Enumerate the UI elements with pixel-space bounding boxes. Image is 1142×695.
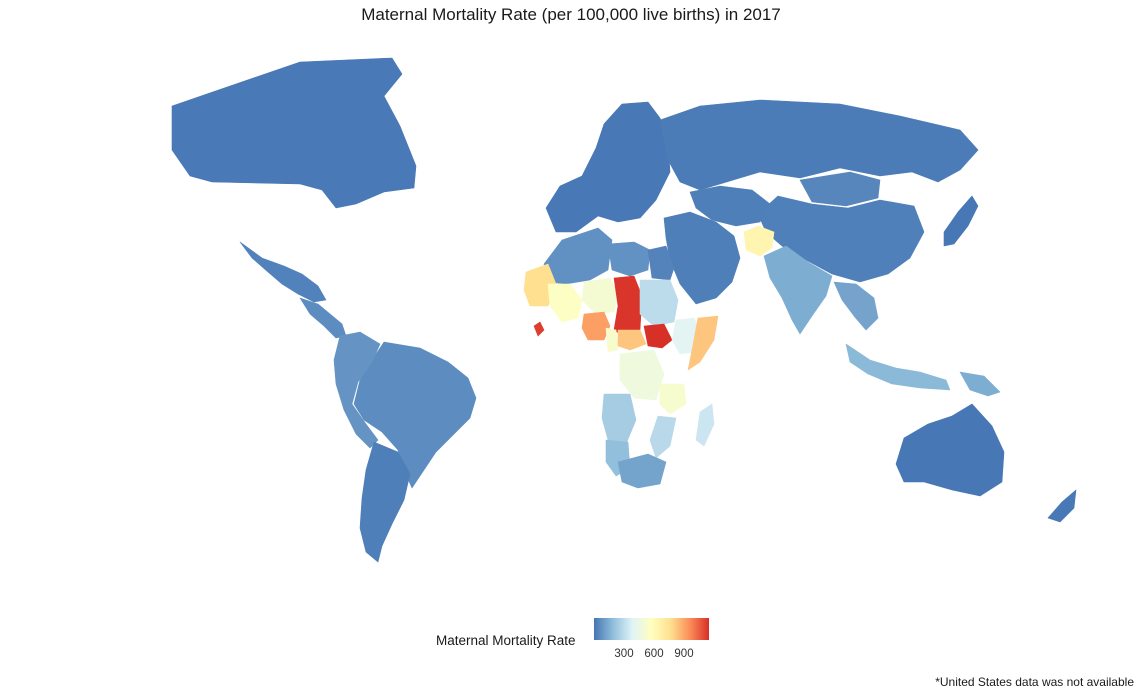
legend-tick-600: 600 <box>644 648 664 660</box>
region-australia: Australia <box>895 403 1005 497</box>
region-southeast-asia: Southeast Asia <box>833 281 879 331</box>
legend: Maternal Mortality Rate 300 600 900 <box>436 618 726 664</box>
legend-tick-900: 900 <box>674 648 694 660</box>
region-mozambique: Mozambique <box>649 415 677 459</box>
region-mauritania: Mauritania <box>523 263 557 307</box>
region-cameroon: Cameroon <box>605 327 619 353</box>
region-southern-cone: Southern Cone <box>359 441 411 563</box>
region-central-asia: Central Asia <box>689 185 771 227</box>
region-mali: Mali <box>547 283 583 323</box>
region-afghanistan: Afghanistan <box>743 225 775 257</box>
region-chad: Chad <box>613 275 643 339</box>
region-mongolia: Mongolia <box>799 171 881 207</box>
region-indonesia: Indonesia <box>845 343 951 391</box>
region-brazil: Brazil <box>353 341 477 489</box>
legend-colorbar <box>594 618 709 640</box>
region-new-zealand: New Zealand <box>1047 489 1077 523</box>
region-south-sudan: South Sudan <box>643 323 673 349</box>
region-north-africa: North Africa <box>543 227 613 285</box>
region-sierra-leone: Sierra Leone <box>533 321 545 337</box>
region-central-america: Central America <box>299 297 347 339</box>
region-japan: Japan <box>943 195 979 247</box>
legend-gradient <box>594 618 709 640</box>
footnote: *United States data was not available <box>935 675 1134 689</box>
region-russia: Russia <box>659 99 979 191</box>
region-middle-east: Middle East <box>663 211 741 305</box>
region-libya: Libya <box>607 241 651 277</box>
region-mexico: Mexico <box>239 241 327 303</box>
legend-tick-300: 300 <box>614 648 634 660</box>
region-nigeria: Nigeria <box>581 311 611 341</box>
region-central-african-republic: Central African Republic <box>617 329 647 351</box>
region-madagascar: Madagascar <box>695 403 715 447</box>
map-title: Maternal Mortality Rate (per 100,000 liv… <box>361 5 781 24</box>
region-papua-new-guinea: Papua New Guinea <box>959 371 1001 397</box>
region-tanzania: Tanzania <box>659 383 687 415</box>
region-sudan: Sudan <box>639 279 679 327</box>
region-egypt: Egypt <box>647 245 675 281</box>
region-canada: Canada <box>171 57 417 209</box>
region-somalia: Somalia <box>687 315 719 371</box>
region-europe: Europe <box>545 101 671 233</box>
region-india: India <box>763 245 833 335</box>
region-south-africa: South Africa <box>617 453 667 489</box>
region-niger: Niger <box>581 277 619 315</box>
region-angola: Angola <box>601 393 637 445</box>
region-andean-south-america: Andean South America <box>333 331 381 449</box>
legend-title: Maternal Mortality Rate <box>436 633 576 648</box>
region-dr-congo: DR Congo <box>619 349 665 401</box>
